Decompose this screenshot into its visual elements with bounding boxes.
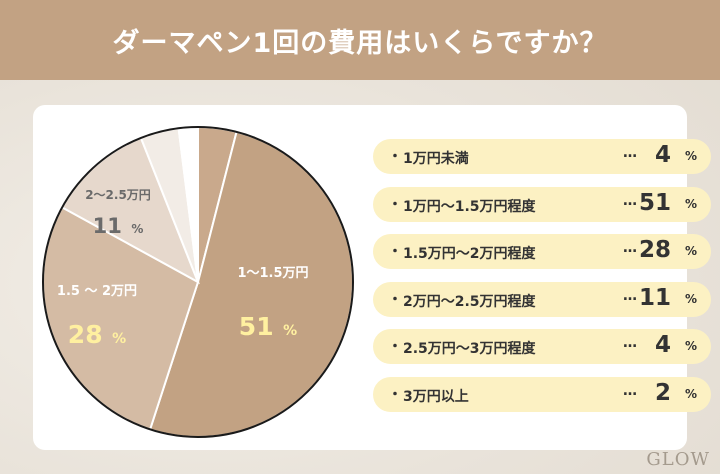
legend-value: 4 (654, 142, 671, 168)
legend-item: ・ 3万円以上 … 2% (373, 376, 711, 412)
legend-dots: … (623, 192, 637, 209)
legend-bullet: ・ (388, 291, 402, 308)
legend-dots: … (623, 335, 637, 351)
legend-unit: % (684, 196, 697, 211)
pie-value-51: 51 (239, 312, 274, 341)
legend-unit: % (684, 291, 697, 306)
legend-bullet: ・ (388, 244, 402, 260)
pie-label-51: 1～1.5万円 (237, 266, 308, 281)
legend-dots: … (623, 287, 637, 304)
legend-value: 4 (654, 332, 671, 358)
legend-value: 11 (638, 284, 671, 311)
pie-value-11: 11 (93, 214, 122, 238)
legend-label: 2万円〜2.5万円程度 (403, 293, 536, 310)
legend-unit: % (684, 149, 697, 163)
pie-unit-51: % (283, 323, 297, 339)
legend-label: 1.5万円〜2万円程度 (403, 246, 536, 262)
legend-label: 1万円未満 (403, 151, 469, 167)
legend-item: ・ 1万円〜1.5万円程度 … 51% (373, 186, 711, 222)
legend-bullet: ・ (388, 386, 402, 403)
legend-label: 3万円以上 (403, 388, 469, 405)
page-title: ダーマペン1回の費用はいくらですか？ (112, 27, 608, 59)
legend-dots: … (623, 145, 637, 161)
pie-unit-28: % (112, 331, 126, 347)
pie-value-28-group: 28 % (68, 320, 126, 349)
legend-dots: … (623, 382, 637, 399)
legend-unit: % (684, 244, 697, 258)
pie-unit-11: % (131, 222, 143, 236)
pie-value-51-group: 51 % (239, 312, 297, 341)
legend-item: ・ 1万円未満 … 4% (373, 139, 711, 174)
header-banner: ダーマペン1回の費用はいくらですか？ (0, 0, 720, 80)
legend-bullet: ・ (388, 196, 402, 213)
legend-unit: % (684, 386, 697, 401)
legend-unit: % (684, 339, 697, 353)
pie-label-28: 1.5 ～ 2万円 (57, 284, 137, 299)
legend-item: ・ 2万円〜2.5万円程度 … 11% (373, 281, 711, 317)
chart-panel: 1～1.5万円 51 % 1.5 ～ 2万円 28 % 2〜2.5万円 11 %… (33, 105, 711, 450)
legend-label: 2.5万円〜3万円程度 (403, 341, 536, 357)
legend-bullet: ・ (388, 149, 402, 165)
glow-watermark: GLOW (646, 449, 710, 470)
pie-value-28: 28 (68, 320, 103, 349)
legend-item: ・ 2.5万円〜3万円程度 … 4% (373, 329, 711, 364)
legend-value: 2 (654, 379, 671, 406)
pie-label-11: 2〜2.5万円 (85, 188, 151, 202)
legend-bullet: ・ (388, 339, 402, 355)
legend-dots: … (623, 240, 637, 256)
legend-value: 51 (638, 189, 671, 216)
legend-value: 28 (638, 237, 671, 263)
legend-label: 1万円〜1.5万円程度 (403, 198, 536, 215)
pie-value-11-group: 11 % (93, 214, 144, 238)
legend-item: ・ 1.5万円〜2万円程度 … 28% (373, 234, 711, 269)
pie-chart: 1～1.5万円 51 % 1.5 ～ 2万円 28 % 2〜2.5万円 11 % (42, 125, 354, 438)
